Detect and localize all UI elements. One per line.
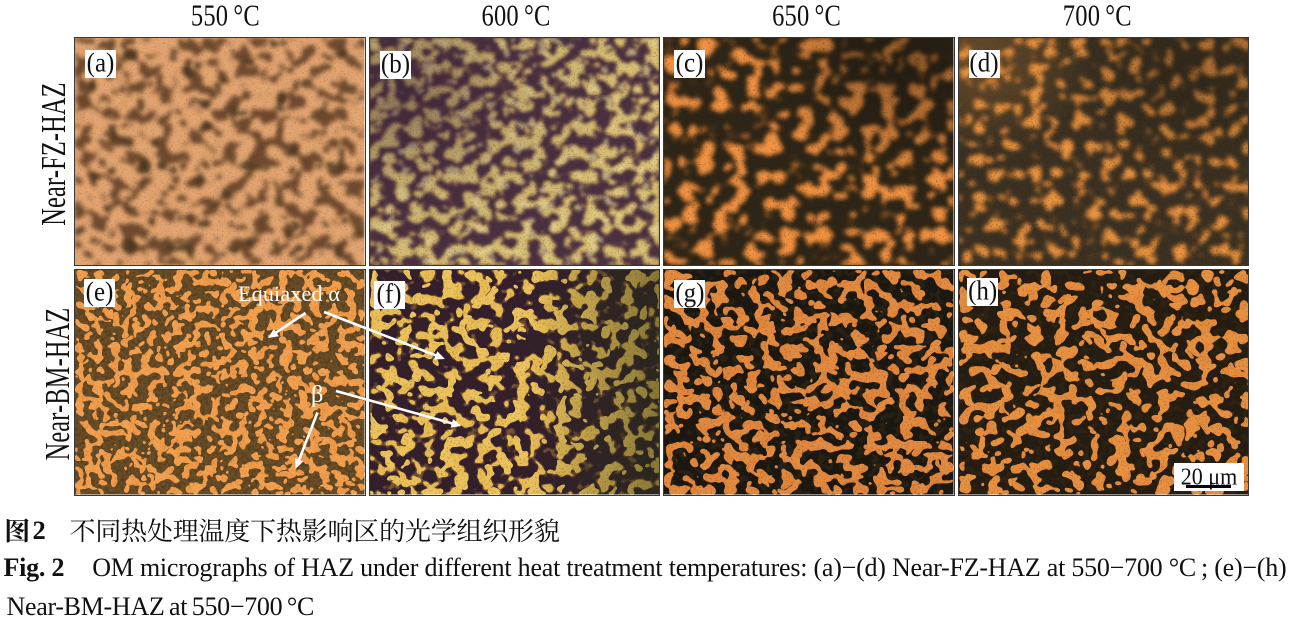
svg-text:2: 2 bbox=[33, 515, 46, 545]
